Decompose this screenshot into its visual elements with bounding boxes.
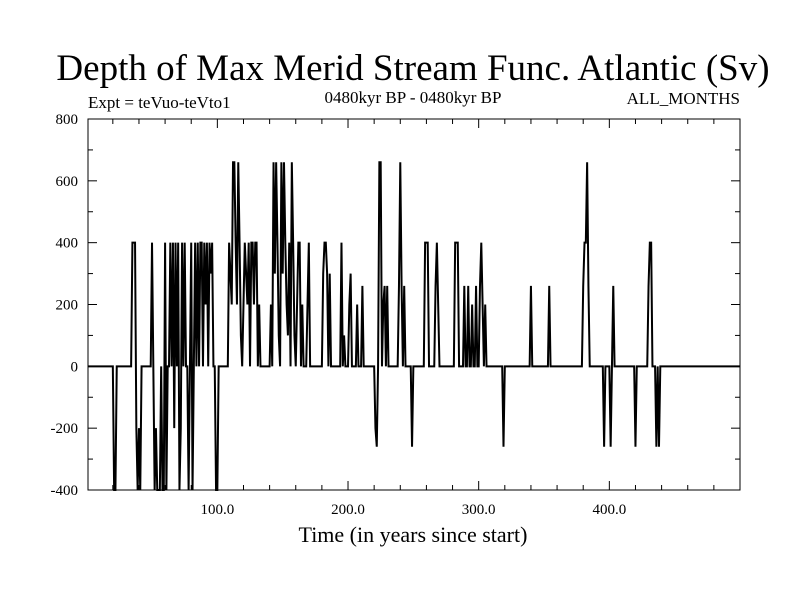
tick-labels: -400 -200 0 200 400 600 800 100.0 200.0 300.0 400.… xyxy=(51,112,627,518)
chart-subtitle-center: 0480kyr BP - 0480kyr BP xyxy=(325,88,502,107)
y-tick-label: 200 xyxy=(56,298,79,314)
series-line xyxy=(88,161,740,491)
x-tick-label: 400.0 xyxy=(592,502,626,518)
x-axis-label: Time (in years since start) xyxy=(299,522,528,547)
x-tick-label: 300.0 xyxy=(462,502,496,518)
x-tick-label: 200.0 xyxy=(331,502,365,518)
y-tick-label: -400 xyxy=(51,483,79,499)
chart-title: Depth of Max Merid Stream Func. Atlantic… xyxy=(56,48,769,89)
y-tick-label: 600 xyxy=(56,174,79,190)
y-tick-label: 400 xyxy=(56,236,79,252)
plot-frame xyxy=(87,118,741,491)
x-tick-label: 100.0 xyxy=(200,502,234,518)
y-tick-label: -200 xyxy=(51,421,79,437)
y-tick-label: 0 xyxy=(71,359,79,375)
chart-subtitle-left: Expt = teVuo-teVto1 xyxy=(88,93,231,112)
y-tick-label: 800 xyxy=(56,112,79,128)
chart-subtitle-right: ALL_MONTHS xyxy=(627,89,740,108)
